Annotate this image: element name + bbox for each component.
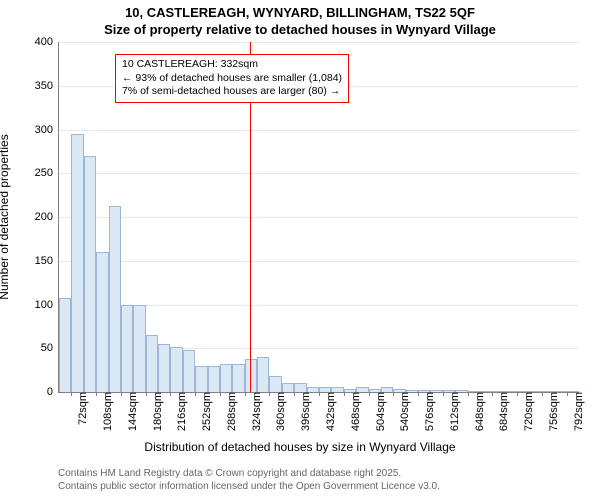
x-tick-label: 684sqm xyxy=(496,392,510,431)
histogram-bar xyxy=(146,335,158,392)
x-tick-label: 648sqm xyxy=(472,392,486,431)
histogram-bar xyxy=(96,252,108,392)
histogram-bar xyxy=(257,357,269,392)
x-tick-mark xyxy=(443,392,444,396)
annotation-line3: 7% of semi-detached houses are larger (8… xyxy=(122,85,342,99)
x-tick-mark xyxy=(319,392,320,396)
chart-title-line2: Size of property relative to detached ho… xyxy=(0,22,600,37)
y-tick-label: 100 xyxy=(35,299,59,311)
y-gridline xyxy=(59,173,579,174)
histogram-bar xyxy=(133,305,145,393)
x-tick-label: 72sqm xyxy=(75,392,89,425)
x-tick-mark xyxy=(369,392,370,396)
x-tick-mark xyxy=(245,392,246,396)
y-tick-label: 350 xyxy=(35,80,59,92)
histogram-bar xyxy=(282,383,294,392)
y-axis-label: Number of detached properties xyxy=(0,134,11,299)
histogram-bar xyxy=(220,364,232,392)
histogram-bar xyxy=(84,156,96,392)
x-tick-label: 360sqm xyxy=(273,392,287,431)
footer-line1: Contains HM Land Registry data © Crown c… xyxy=(58,468,440,481)
x-tick-mark xyxy=(393,392,394,396)
histogram-bar xyxy=(294,383,306,392)
x-tick-mark xyxy=(344,392,345,396)
x-tick-label: 144sqm xyxy=(125,392,139,431)
x-tick-mark xyxy=(121,392,122,396)
x-tick-mark xyxy=(71,392,72,396)
x-tick-mark xyxy=(418,392,419,396)
annotation-box: 10 CASTLEREAGH: 332sqm← 93% of detached … xyxy=(115,54,349,103)
y-gridline xyxy=(59,217,579,218)
x-tick-label: 216sqm xyxy=(174,392,188,431)
histogram-bar xyxy=(109,206,121,392)
x-tick-label: 288sqm xyxy=(224,392,238,431)
footer-line2: Contains public sector information licen… xyxy=(58,481,440,494)
histogram-bar xyxy=(121,305,133,393)
y-tick-label: 300 xyxy=(35,124,59,136)
annotation-line1: 10 CASTLEREAGH: 332sqm xyxy=(122,58,342,72)
histogram-bar xyxy=(208,366,220,392)
x-tick-label: 612sqm xyxy=(447,392,461,431)
x-tick-mark xyxy=(542,392,543,396)
histogram-bar xyxy=(195,366,207,392)
x-tick-label: 396sqm xyxy=(298,392,312,431)
y-tick-label: 0 xyxy=(47,386,59,398)
histogram-bar xyxy=(71,134,83,392)
x-tick-mark xyxy=(195,392,196,396)
x-tick-mark xyxy=(170,392,171,396)
chart-container: 10, CASTLEREAGH, WYNYARD, BILLINGHAM, TS… xyxy=(0,0,600,500)
x-axis-label: Distribution of detached houses by size … xyxy=(0,440,600,454)
footer-attribution: Contains HM Land Registry data © Crown c… xyxy=(58,468,440,493)
chart-title-line1: 10, CASTLEREAGH, WYNYARD, BILLINGHAM, TS… xyxy=(0,5,600,20)
annotation-line2: ← 93% of detached houses are smaller (1,… xyxy=(122,72,342,86)
y-tick-label: 50 xyxy=(41,342,59,354)
histogram-bar xyxy=(170,347,182,393)
x-tick-label: 540sqm xyxy=(397,392,411,431)
y-tick-label: 200 xyxy=(35,211,59,223)
x-tick-label: 576sqm xyxy=(422,392,436,431)
y-gridline xyxy=(59,42,579,43)
x-tick-mark xyxy=(294,392,295,396)
x-tick-label: 324sqm xyxy=(249,392,263,431)
histogram-bar xyxy=(158,344,170,392)
histogram-bar xyxy=(269,376,281,392)
x-tick-label: 468sqm xyxy=(348,392,362,431)
x-tick-mark xyxy=(269,392,270,396)
y-gridline xyxy=(59,261,579,262)
x-tick-mark xyxy=(96,392,97,396)
x-tick-label: 108sqm xyxy=(100,392,114,431)
y-tick-label: 250 xyxy=(35,167,59,179)
x-tick-mark xyxy=(468,392,469,396)
y-tick-label: 150 xyxy=(35,255,59,267)
x-tick-mark xyxy=(517,392,518,396)
x-tick-mark xyxy=(567,392,568,396)
histogram-bar xyxy=(232,364,244,392)
y-gridline xyxy=(59,130,579,131)
x-tick-label: 792sqm xyxy=(571,392,585,431)
x-tick-label: 180sqm xyxy=(150,392,164,431)
x-tick-label: 720sqm xyxy=(521,392,535,431)
x-tick-label: 504sqm xyxy=(373,392,387,431)
x-tick-label: 432sqm xyxy=(323,392,337,431)
histogram-bar xyxy=(183,350,195,392)
x-tick-mark xyxy=(146,392,147,396)
plot-area: 05010015020025030035040072sqm108sqm144sq… xyxy=(58,42,579,393)
x-tick-mark xyxy=(492,392,493,396)
x-tick-label: 756sqm xyxy=(546,392,560,431)
x-tick-label: 252sqm xyxy=(199,392,213,431)
x-tick-mark xyxy=(220,392,221,396)
histogram-bar xyxy=(59,298,71,393)
y-tick-label: 400 xyxy=(35,36,59,48)
